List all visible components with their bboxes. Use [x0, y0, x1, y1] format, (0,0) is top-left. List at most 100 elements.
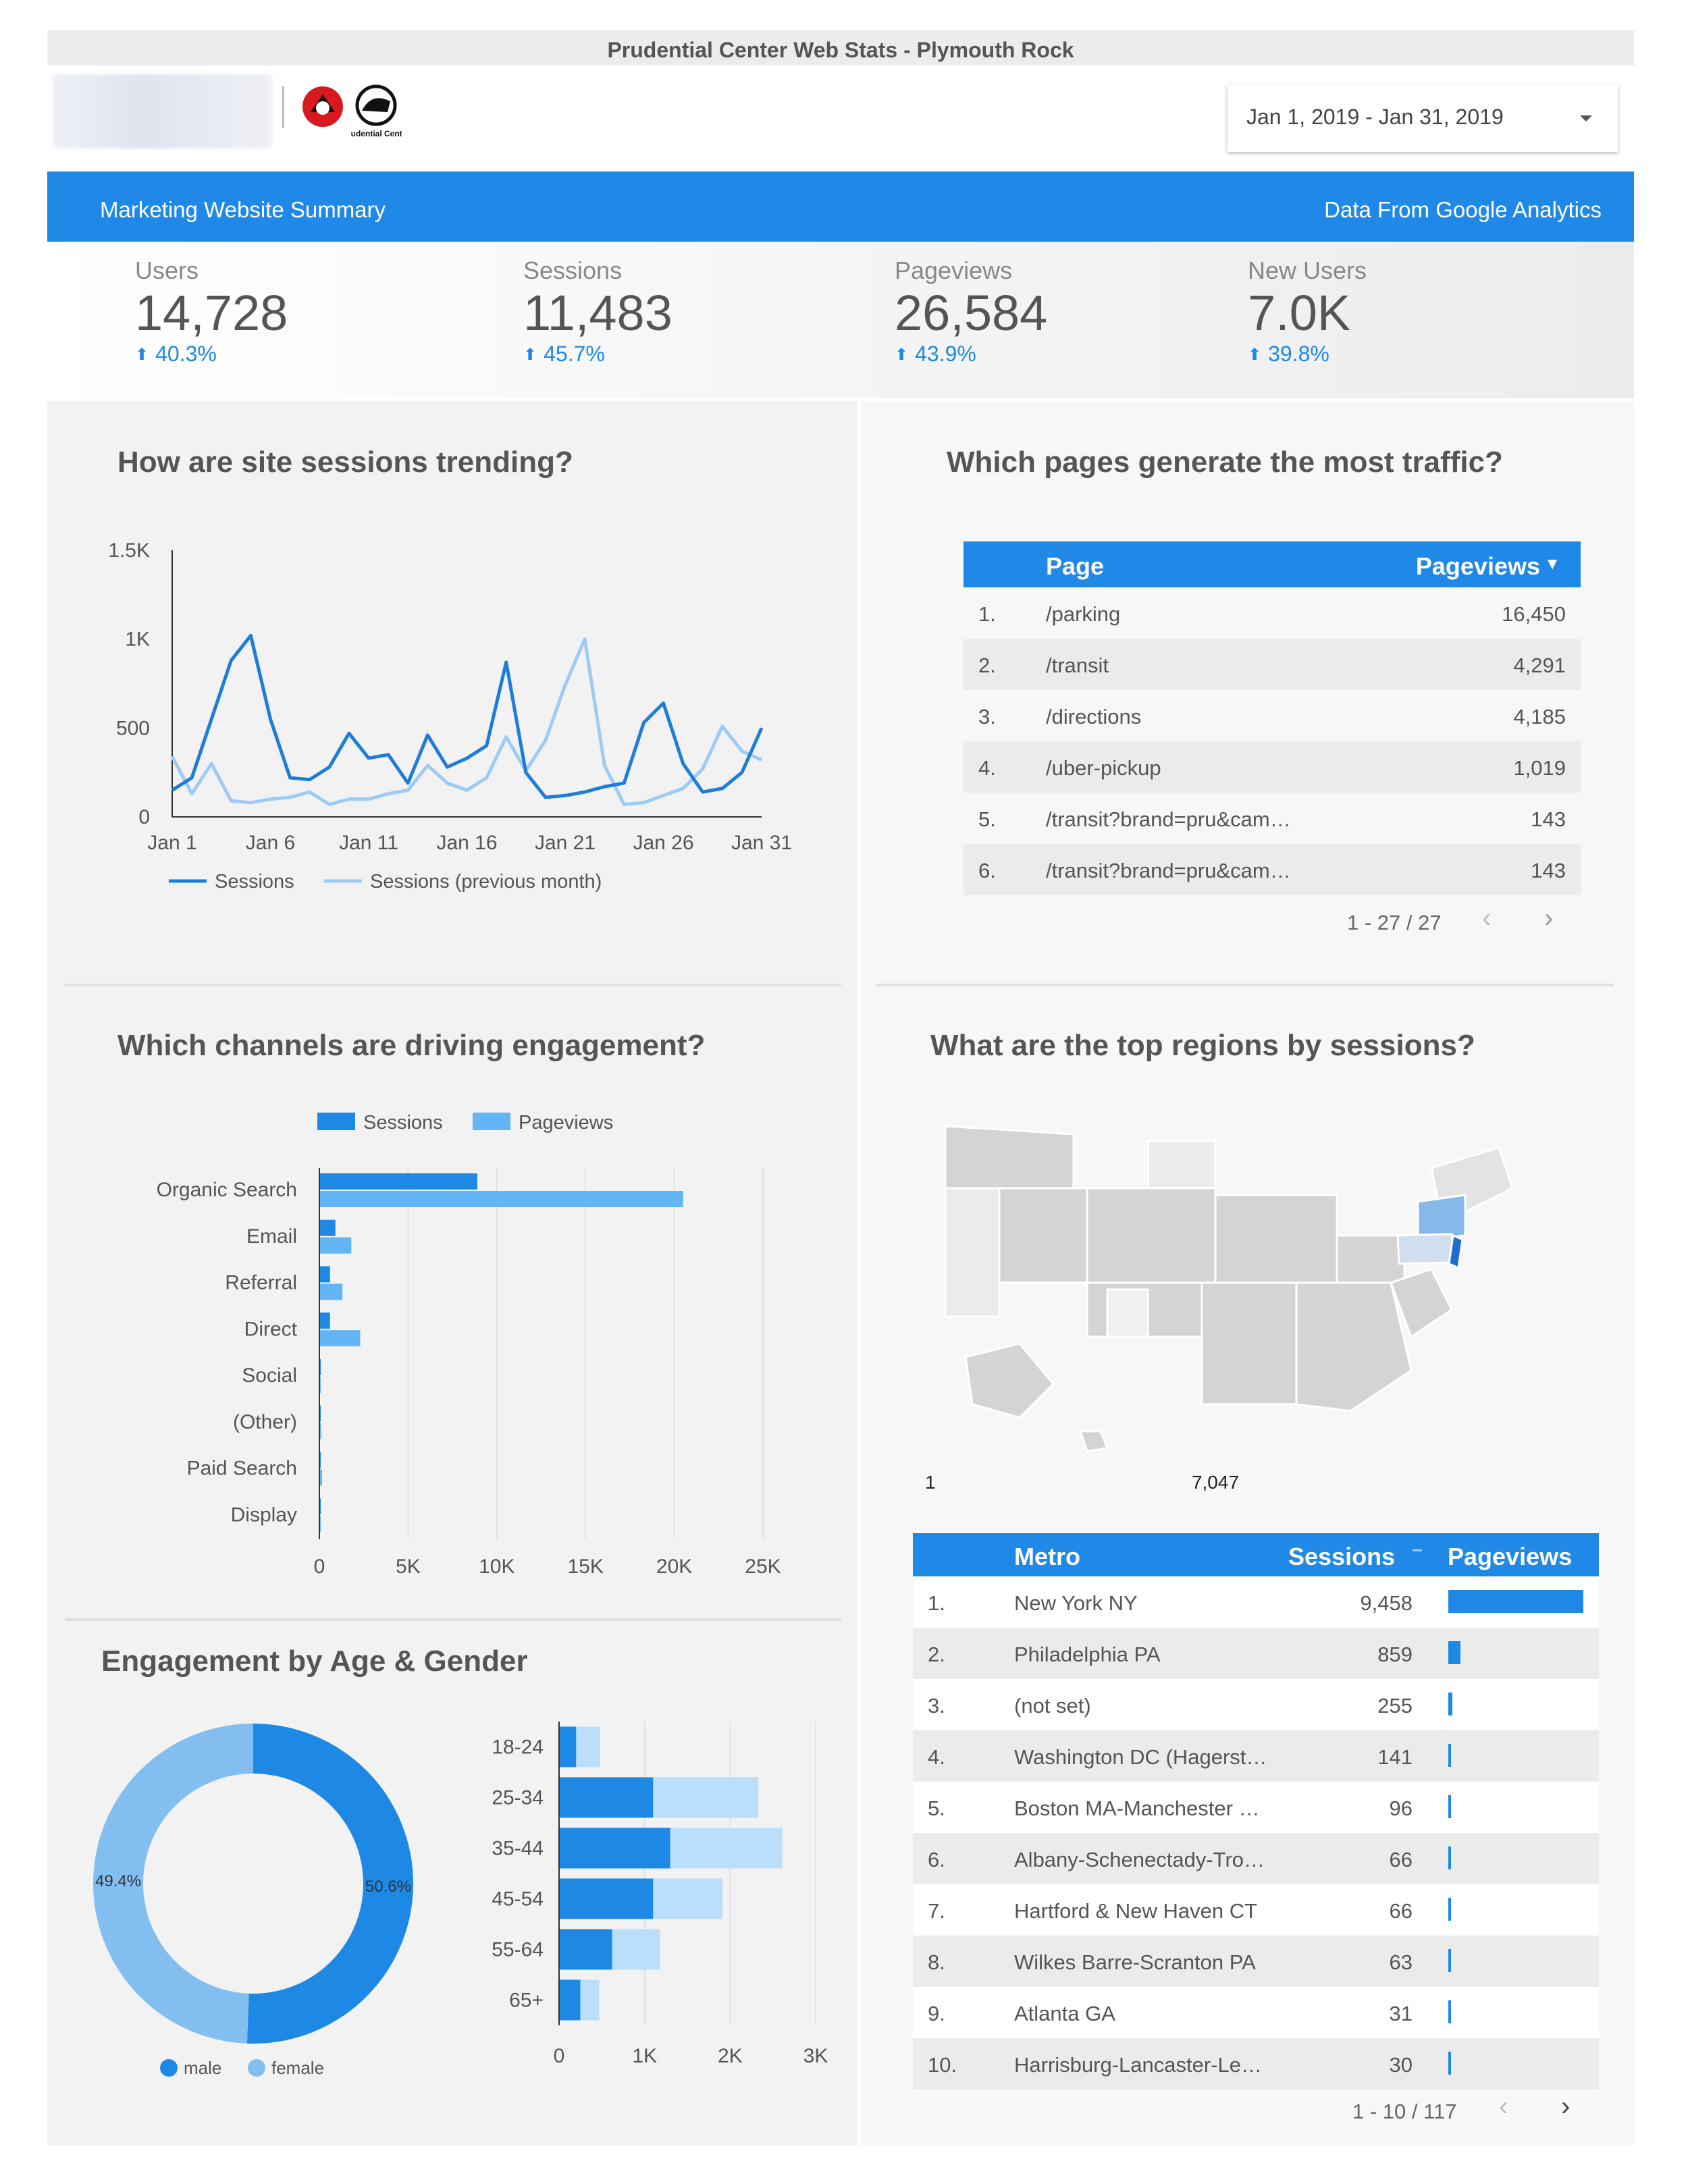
pageviews-value: 143	[1531, 859, 1566, 882]
kpi-label: New Users	[1248, 257, 1367, 284]
report-title: Prudential Center Web Stats - Plymouth R…	[47, 30, 1634, 65]
map-region-hawaii	[1078, 1430, 1109, 1453]
category-label: Display	[231, 1503, 297, 1526]
row-index: 6.	[928, 1848, 945, 1871]
col-page[interactable]: Page	[1046, 552, 1105, 580]
sort-indicator-icon[interactable]	[1413, 1549, 1422, 1551]
prev-page-icon[interactable]: ‹	[1482, 903, 1492, 933]
donut-slice-female	[93, 1724, 413, 2044]
map-region-northwest	[944, 1125, 1075, 1190]
x-tick-label: 3K	[803, 2045, 828, 2067]
kpi-label: Users	[135, 257, 199, 284]
up-arrow-icon: ⬆	[135, 346, 149, 364]
x-tick-label: 1K	[632, 2045, 657, 2067]
prev-page-icon[interactable]: ‹	[1499, 2092, 1508, 2121]
pages-table-body: 1. /parking 16,450 2. /transit 4,291 3. /direct…	[964, 587, 1581, 895]
table-row[interactable]: 4. Washington DC (Hagerst… 141	[913, 1730, 1599, 1782]
channels-title: Which channels are driving engagement?	[117, 1029, 706, 1062]
row-index: 3.	[978, 705, 996, 728]
pageviews-bar	[1448, 2000, 1451, 2023]
table-row[interactable]: 3. /directions 4,185	[964, 690, 1581, 741]
prudential-logo-text: Prudential Center	[351, 129, 402, 138]
age-gender-title: Engagement by Age & Gender	[101, 1645, 528, 1678]
banner-title: Marketing Website Summary	[100, 197, 386, 222]
bar-female	[670, 1828, 783, 1869]
pages-table-header: Page Pageviews ▼	[964, 541, 1581, 587]
page-path: /transit?brand=pru&cam…	[1046, 807, 1291, 831]
sort-desc-icon[interactable]: ▼	[1544, 555, 1560, 573]
x-tick-label: Jan 16	[436, 832, 497, 854]
table-row[interactable]: 5. Boston MA-Manchester … 96	[913, 1782, 1599, 1833]
table-row[interactable]: 4. /uber-pickup 1,019	[964, 741, 1581, 793]
x-tick-label: 10K	[479, 1555, 515, 1578]
metro-name: Washington DC (Hagerst…	[1014, 1745, 1267, 1769]
banner-source: Data From Google Analytics	[1324, 197, 1602, 222]
next-page-icon[interactable]: ›	[1544, 903, 1554, 933]
col-sessions[interactable]: Sessions	[1288, 1543, 1396, 1570]
col-pageviews[interactable]: Pageviews	[1448, 1543, 1573, 1570]
kpi-value: 26,584	[895, 285, 1048, 341]
sessions-value: 141	[1377, 1745, 1413, 1769]
kpi-scorecards: Users 14,728 ⬆ 40.3% Sessions 11,483 ⬆ 45.…	[47, 242, 1634, 398]
pageviews-value: 143	[1531, 807, 1566, 831]
map-region-south-central	[1201, 1281, 1298, 1406]
row-index: 5.	[978, 807, 996, 831]
table-row[interactable]: 6. Albany-Schenectady-Tro… 66	[913, 1833, 1599, 1884]
bar-male	[559, 1828, 670, 1869]
table-row[interactable]: 7. Hartford & New Haven CT 66	[913, 1884, 1599, 1936]
table-row[interactable]: 2. /transit 4,291	[964, 639, 1581, 690]
category-label: 55-64	[492, 1939, 544, 1961]
legend-swatch	[473, 1113, 510, 1130]
page-path: /transit	[1046, 654, 1109, 677]
kpi-label: Pageviews	[895, 257, 1013, 284]
date-range-picker[interactable]: Jan 1, 2019 - Jan 31, 2019	[1228, 84, 1618, 152]
up-arrow-icon: ⬆	[523, 346, 537, 364]
series-line-sessions	[171, 633, 764, 799]
bar-pageviews	[319, 1422, 321, 1439]
bar-female	[653, 1777, 759, 1818]
x-tick-label: 15K	[568, 1555, 604, 1578]
trend-title: How are site sessions trending?	[117, 446, 573, 479]
y-tick-label: 0	[138, 806, 150, 828]
legend-label: Sessions	[363, 1112, 443, 1134]
metro-name: Harrisburg-Lancaster-Le…	[1014, 2053, 1262, 2077]
next-page-icon[interactable]: ›	[1561, 2092, 1571, 2121]
bar-female	[612, 1929, 660, 1970]
map-region-california	[944, 1187, 1001, 1318]
table-row[interactable]: 1. /parking 16,450	[964, 587, 1581, 639]
bar-male	[559, 1726, 577, 1767]
map-region-new-jersey	[1448, 1233, 1464, 1270]
map-region-alaska	[964, 1342, 1055, 1419]
table-row[interactable]: 1. New York NY 9,458	[913, 1576, 1599, 1628]
logo-divider	[282, 86, 284, 128]
pageviews-bar	[1448, 2052, 1451, 2075]
legend-swatch	[248, 2059, 265, 2077]
table-row[interactable]: 9. Atlanta GA 31	[913, 1987, 1599, 2038]
legend-label: Sessions	[215, 871, 294, 893]
kpi-value: 11,483	[523, 285, 672, 341]
x-tick-label: Jan 31	[731, 832, 792, 854]
category-label: (Other)	[233, 1411, 297, 1433]
bar-sessions	[319, 1312, 330, 1329]
table-row[interactable]: 10. Harrisburg-Lancaster-Le… 30	[913, 2038, 1599, 2089]
table-row[interactable]: 2. Philadelphia PA 859	[913, 1628, 1599, 1679]
table-row[interactable]: 5. /transit?brand=pru&cam… 143	[964, 793, 1581, 844]
bar-sessions	[319, 1173, 477, 1190]
row-index: 10.	[928, 2053, 957, 2077]
table-row[interactable]: 3. (not set) 255	[913, 1679, 1599, 1730]
sessions-value: 30	[1389, 2053, 1413, 2077]
kpi-change: 39.8%	[1268, 342, 1329, 366]
table-row[interactable]: 8. Wilkes Barre-Scranton PA 63	[913, 1936, 1599, 1987]
col-metro[interactable]: Metro	[1014, 1543, 1080, 1570]
legend-label: Sessions (previous month)	[370, 871, 602, 893]
map-legend-min: 1	[925, 1472, 936, 1492]
kpi-sessions: Sessions 11,483 ⬆ 45.7%	[523, 257, 672, 367]
pageviews-value: 4,291	[1513, 654, 1566, 677]
col-pageviews[interactable]: Pageviews	[1415, 552, 1540, 580]
kpi-pageviews: Pageviews 26,584 ⬆ 43.9%	[895, 257, 1047, 367]
kpi-change: 40.3%	[155, 342, 217, 366]
x-tick-label: 0	[314, 1555, 325, 1578]
x-tick-label: 20K	[656, 1555, 692, 1578]
table-row[interactable]: 6. /transit?brand=pru&cam… 143	[964, 844, 1581, 895]
category-label: 45-54	[492, 1888, 544, 1911]
